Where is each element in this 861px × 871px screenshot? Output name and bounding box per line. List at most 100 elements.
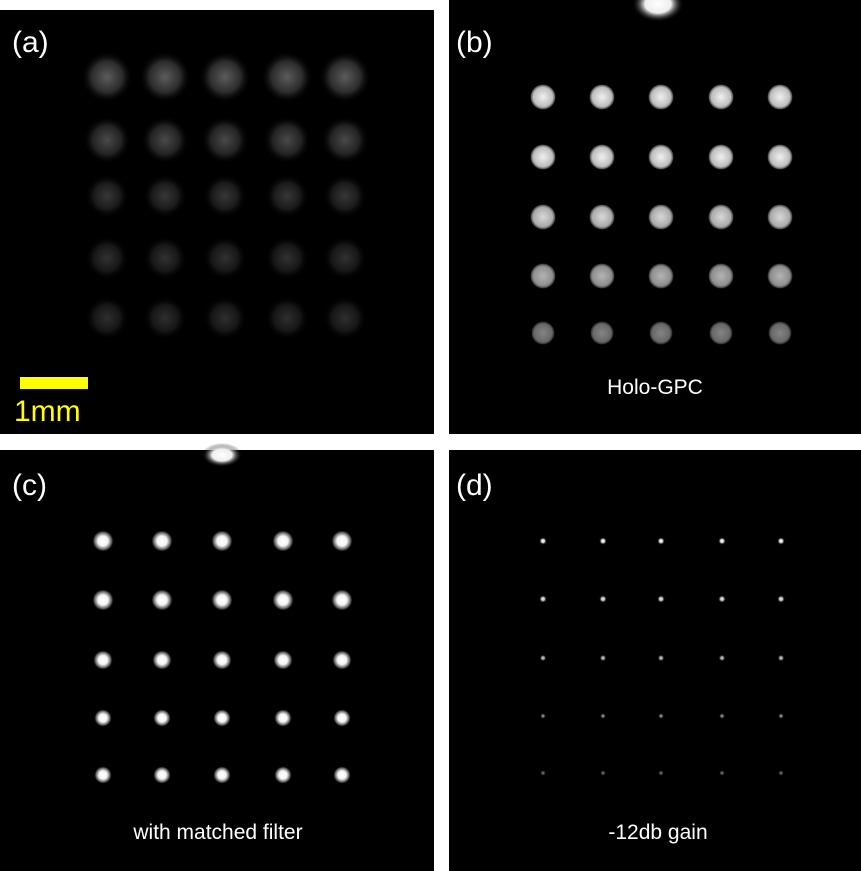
light-spot xyxy=(589,84,615,110)
scale-bar xyxy=(20,377,88,389)
light-spot xyxy=(333,766,351,784)
light-spot xyxy=(143,296,187,340)
light-spot xyxy=(719,770,725,776)
light-spot xyxy=(530,84,556,110)
light-spot xyxy=(274,709,292,727)
light-spot xyxy=(321,116,369,164)
light-spot xyxy=(648,204,674,230)
light-spot xyxy=(332,650,352,670)
panel-d xyxy=(449,450,861,871)
panel-label: (d) xyxy=(456,469,493,502)
light-spot xyxy=(778,770,784,776)
panel-caption: -12db gain xyxy=(608,821,707,844)
light-spot xyxy=(274,766,292,784)
light-spot xyxy=(331,530,353,552)
light-spot xyxy=(719,713,725,719)
panel-label: (a) xyxy=(12,26,49,59)
light-spot xyxy=(273,650,293,670)
light-spot xyxy=(648,144,674,170)
light-spot xyxy=(599,595,607,603)
light-spot xyxy=(658,713,664,719)
light-spot xyxy=(139,51,191,103)
light-spot xyxy=(265,236,309,280)
light-spot xyxy=(151,589,173,611)
light-spot xyxy=(83,116,131,164)
light-spot xyxy=(153,766,171,784)
light-spot xyxy=(199,51,251,103)
light-spot xyxy=(718,537,726,545)
panel-caption: with matched filter xyxy=(132,821,302,844)
light-spot xyxy=(540,713,546,719)
light-spot xyxy=(531,321,555,345)
light-spot xyxy=(718,654,726,662)
light-spot xyxy=(708,263,734,289)
light-spot xyxy=(203,296,247,340)
light-spot xyxy=(323,174,367,218)
light-spot xyxy=(272,589,294,611)
light-spot xyxy=(213,709,231,727)
light-spot xyxy=(777,537,785,545)
light-spot xyxy=(265,296,309,340)
panel-caption: Holo-GPC xyxy=(607,376,703,399)
light-spot xyxy=(152,650,172,670)
light-spot xyxy=(767,204,793,230)
light-spot xyxy=(648,263,674,289)
light-spot xyxy=(85,174,129,218)
light-spot xyxy=(539,537,547,545)
light-spot xyxy=(530,263,556,289)
light-spot xyxy=(767,84,793,110)
light-spot xyxy=(599,654,607,662)
light-spot xyxy=(143,236,187,280)
light-spot xyxy=(589,144,615,170)
light-spot xyxy=(708,144,734,170)
light-spot xyxy=(657,595,665,603)
light-spot xyxy=(589,263,615,289)
light-spot xyxy=(203,174,247,218)
light-spot xyxy=(777,595,785,603)
light-spot xyxy=(600,770,606,776)
light-spot xyxy=(211,589,233,611)
light-spot xyxy=(540,770,546,776)
light-spot xyxy=(141,116,189,164)
light-spot xyxy=(767,144,793,170)
light-spot xyxy=(319,51,371,103)
light-spot xyxy=(539,595,547,603)
light-spot xyxy=(92,530,114,552)
light-spot xyxy=(590,321,614,345)
light-spot xyxy=(203,236,247,280)
light-spot xyxy=(85,296,129,340)
light-spot xyxy=(93,650,113,670)
light-spot xyxy=(333,709,351,727)
light-spot xyxy=(777,654,785,662)
light-spot xyxy=(263,116,311,164)
light-spot xyxy=(708,204,734,230)
light-spot xyxy=(658,770,664,776)
light-spot xyxy=(323,296,367,340)
light-spot xyxy=(599,537,607,545)
light-spot xyxy=(767,263,793,289)
light-spot xyxy=(94,766,112,784)
light-spot xyxy=(272,530,294,552)
light-spot xyxy=(530,204,556,230)
light-spot xyxy=(657,537,665,545)
light-spot xyxy=(768,321,792,345)
light-spot xyxy=(331,589,353,611)
light-spot xyxy=(589,204,615,230)
light-spot xyxy=(261,51,313,103)
light-spot xyxy=(718,595,726,603)
light-spot xyxy=(657,654,665,662)
light-spot xyxy=(81,51,133,103)
light-spot xyxy=(778,713,784,719)
light-spot xyxy=(94,709,112,727)
light-spot xyxy=(530,144,556,170)
light-spot xyxy=(649,321,673,345)
light-spot xyxy=(85,236,129,280)
light-spot xyxy=(143,174,187,218)
light-spot xyxy=(539,654,547,662)
light-spot xyxy=(201,116,249,164)
light-spot xyxy=(153,709,171,727)
light-spot xyxy=(265,174,309,218)
light-spot xyxy=(323,236,367,280)
light-spot xyxy=(211,530,233,552)
